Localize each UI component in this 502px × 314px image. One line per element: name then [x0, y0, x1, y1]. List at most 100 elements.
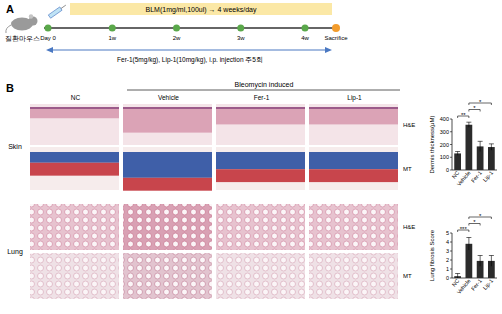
chart: Dermis thickness(μM)0100200300400NCVehic… — [429, 99, 497, 188]
bar — [454, 153, 461, 170]
histology-image — [216, 147, 305, 190]
timepoint-dot — [109, 25, 116, 32]
error-bar — [466, 122, 471, 127]
error-line — [491, 256, 492, 267]
error-bar — [489, 256, 494, 267]
error-bar — [455, 152, 460, 156]
syringe-barrel — [48, 7, 62, 18]
timepoint-dot — [173, 25, 180, 32]
stain-label: H&E — [403, 224, 415, 230]
x-tick-label: Vehicle — [456, 170, 472, 187]
error-line — [468, 122, 469, 127]
y-tick-label: 0 — [446, 275, 449, 281]
timepoint-dot — [45, 25, 52, 32]
muscle-band — [309, 169, 398, 182]
y-tick-label: 5 — [446, 230, 449, 236]
histology-image — [30, 104, 119, 145]
timepoint-label: 3w — [237, 35, 245, 41]
epidermis — [30, 107, 119, 109]
error-line — [491, 144, 492, 150]
collagen-band — [30, 152, 119, 163]
timepoint-label: Day 0 — [40, 35, 56, 41]
epidermis — [216, 107, 305, 109]
mouse-tail — [6, 25, 11, 33]
bar — [488, 147, 495, 170]
significance-label: *** — [460, 226, 468, 232]
stain-label: MT — [403, 273, 412, 279]
y-tick-label: 0 — [446, 167, 449, 173]
image-bg — [309, 147, 398, 190]
column-header: NC — [71, 94, 81, 101]
histology-image — [216, 253, 305, 299]
group-header: Bleomycin induced — [235, 81, 294, 89]
dermis-band — [216, 108, 305, 124]
collagen-band — [309, 152, 398, 169]
histology-image — [216, 204, 305, 250]
error-line — [457, 152, 458, 156]
muscle-band — [216, 169, 305, 182]
drug-arrow — [52, 49, 326, 50]
error-line — [480, 256, 481, 267]
stain-label: H&E — [403, 122, 415, 128]
histology-image — [309, 147, 398, 190]
image-bg — [123, 253, 212, 299]
x-tick-label: Lip-1 — [482, 278, 494, 291]
histology-image — [30, 147, 119, 190]
mouse-icon — [6, 14, 38, 33]
histology-image — [30, 204, 119, 250]
syringe-icon — [48, 3, 67, 18]
tissue-label: Lung — [7, 248, 23, 256]
significance-label: * — [473, 219, 476, 225]
error-bar — [466, 238, 471, 251]
arrow-head — [46, 47, 53, 53]
muscle-band — [123, 178, 212, 191]
drug-note: Fer-1(5mg/kg), Lip-1(10mg/kg), i.p. inje… — [117, 56, 263, 64]
image-bg — [216, 104, 305, 145]
y-axis — [452, 119, 453, 170]
significance-label: ** — [461, 112, 466, 118]
collagen-band — [123, 152, 212, 178]
image-bg — [309, 204, 398, 250]
y-tick-label: 100 — [440, 154, 449, 160]
mouse-ear — [29, 14, 33, 18]
image-bg — [30, 204, 119, 250]
y-tick-label: 4 — [446, 239, 449, 245]
timepoint-dot — [302, 25, 309, 32]
image-bg — [30, 104, 119, 145]
histology-image — [123, 204, 212, 250]
x-tick-label: Lip-1 — [482, 170, 494, 183]
marks — [454, 122, 495, 170]
histology-image — [30, 253, 119, 299]
error-line — [457, 274, 458, 279]
timeline — [44, 27, 333, 29]
y-tick-label: 3 — [446, 248, 449, 254]
figure: A질환마우스BLM(1mg/ml,100ul) → 4 weeks/dayDay… — [0, 0, 502, 314]
error-bar — [478, 256, 483, 267]
mouse-label: 질환마우스 — [5, 35, 40, 42]
image-bg — [30, 147, 119, 190]
panel-label: B — [6, 82, 14, 94]
significance-label: * — [473, 105, 476, 111]
dermis-band — [30, 108, 119, 118]
panel-label: A — [6, 3, 14, 15]
y-tick-label: 200 — [440, 142, 449, 148]
y-axis-label: Lung fibrosis Score — [429, 229, 435, 281]
endpoint-dot — [332, 24, 340, 32]
histology-image — [309, 204, 398, 250]
y-tick-label: 300 — [440, 129, 449, 135]
marks — [454, 238, 495, 279]
epidermis — [309, 107, 398, 109]
error-cap — [466, 237, 471, 238]
x-tick-label: Fer-1 — [470, 278, 483, 292]
image-bg — [123, 104, 212, 145]
image-bg — [309, 253, 398, 299]
column-header: Fer-1 — [254, 94, 270, 101]
image-bg — [309, 104, 398, 145]
significance-label: * — [479, 213, 482, 219]
error-cap — [466, 122, 471, 123]
image-bg — [123, 204, 212, 250]
error-cap — [455, 151, 460, 152]
group-line — [127, 90, 400, 91]
y-tick-label: 400 — [440, 116, 449, 122]
timepoint-label: 1w — [108, 35, 116, 41]
